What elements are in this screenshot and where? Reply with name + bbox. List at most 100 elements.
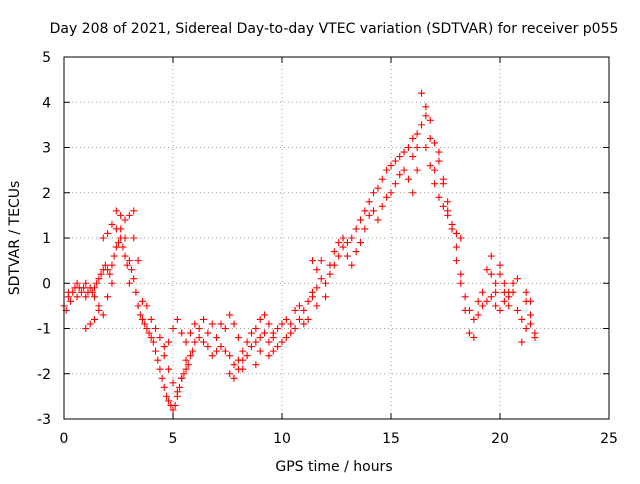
data-point [282,334,290,342]
data-point [99,234,107,242]
data-point [387,162,395,170]
data-point [418,121,426,129]
data-point [226,311,234,319]
data-point [117,225,125,233]
data-point [505,302,513,310]
data-point [518,315,526,323]
data-point [426,162,434,170]
data-point [108,279,116,287]
y-tick-label: -1 [37,322,51,338]
data-point [509,288,517,296]
data-point [158,374,166,382]
data-point [160,383,168,391]
data-point [313,302,321,310]
data-point [156,365,164,373]
x-tick-label: 20 [491,431,509,447]
data-point [200,338,208,346]
data-point [343,252,351,260]
data-point [426,134,434,142]
data-point [252,338,260,346]
data-point [80,284,88,292]
data-point [130,234,138,242]
data-point [322,293,330,301]
data-point [487,252,495,260]
data-point [247,329,255,337]
data-point [452,229,460,237]
data-point [317,257,325,265]
y-axis-title: SDTVAR / TECUs [7,181,23,296]
data-point [479,288,487,296]
data-point [230,361,238,369]
data-point [496,261,504,269]
data-point [470,334,478,342]
data-point [483,266,491,274]
data-point [435,148,443,156]
y-tick-label: -2 [37,367,51,383]
data-point [121,252,129,260]
data-point [195,325,203,332]
data-point [130,207,138,215]
data-point [208,320,216,328]
data-point [492,302,500,310]
data-point [64,288,72,296]
data-point [518,338,526,346]
x-tick-label: 0 [60,431,69,447]
data-point [169,406,177,414]
data-point [444,198,452,206]
data-point [317,275,325,283]
data-point [435,193,443,201]
data-point [287,329,295,337]
data-point [256,315,264,323]
data-point [152,347,160,355]
x-axis-title: GPS time / hours [275,459,392,475]
data-point [522,288,530,296]
data-point [295,315,303,323]
data-point [413,144,421,151]
data-point [186,352,194,360]
data-point [487,270,495,278]
data-point [217,320,225,328]
data-point [117,211,125,219]
data-point [121,234,129,242]
data-point [496,306,504,314]
data-point [123,261,131,269]
data-point [104,266,112,274]
data-point [119,243,127,251]
data-point [335,252,343,260]
data-point [156,334,164,342]
x-tick-label: 15 [382,431,400,447]
data-point [348,261,356,269]
data-point [492,288,500,296]
data-point [391,157,399,165]
data-point [387,189,395,197]
data-point [304,297,312,305]
y-tick-label: 2 [42,186,51,202]
data-point [160,343,168,351]
data-point [178,329,186,337]
data-point [221,325,229,332]
data-point [91,315,99,323]
data-point [252,325,260,332]
data-point [322,279,330,287]
data-point [343,239,351,247]
data-point [439,202,447,210]
data-point [439,180,447,188]
marks-layer [60,89,539,414]
data-point [95,306,103,314]
data-point [400,166,408,174]
data-point [330,248,338,256]
data-point [461,293,469,301]
data-point [470,315,478,323]
data-point [243,338,251,346]
data-point [265,338,273,346]
data-point [309,257,317,265]
data-point [278,320,286,328]
data-point [313,266,321,274]
data-point [121,216,129,224]
data-point [356,239,364,247]
data-point [239,347,247,355]
data-point [134,302,142,310]
data-point [208,352,216,360]
